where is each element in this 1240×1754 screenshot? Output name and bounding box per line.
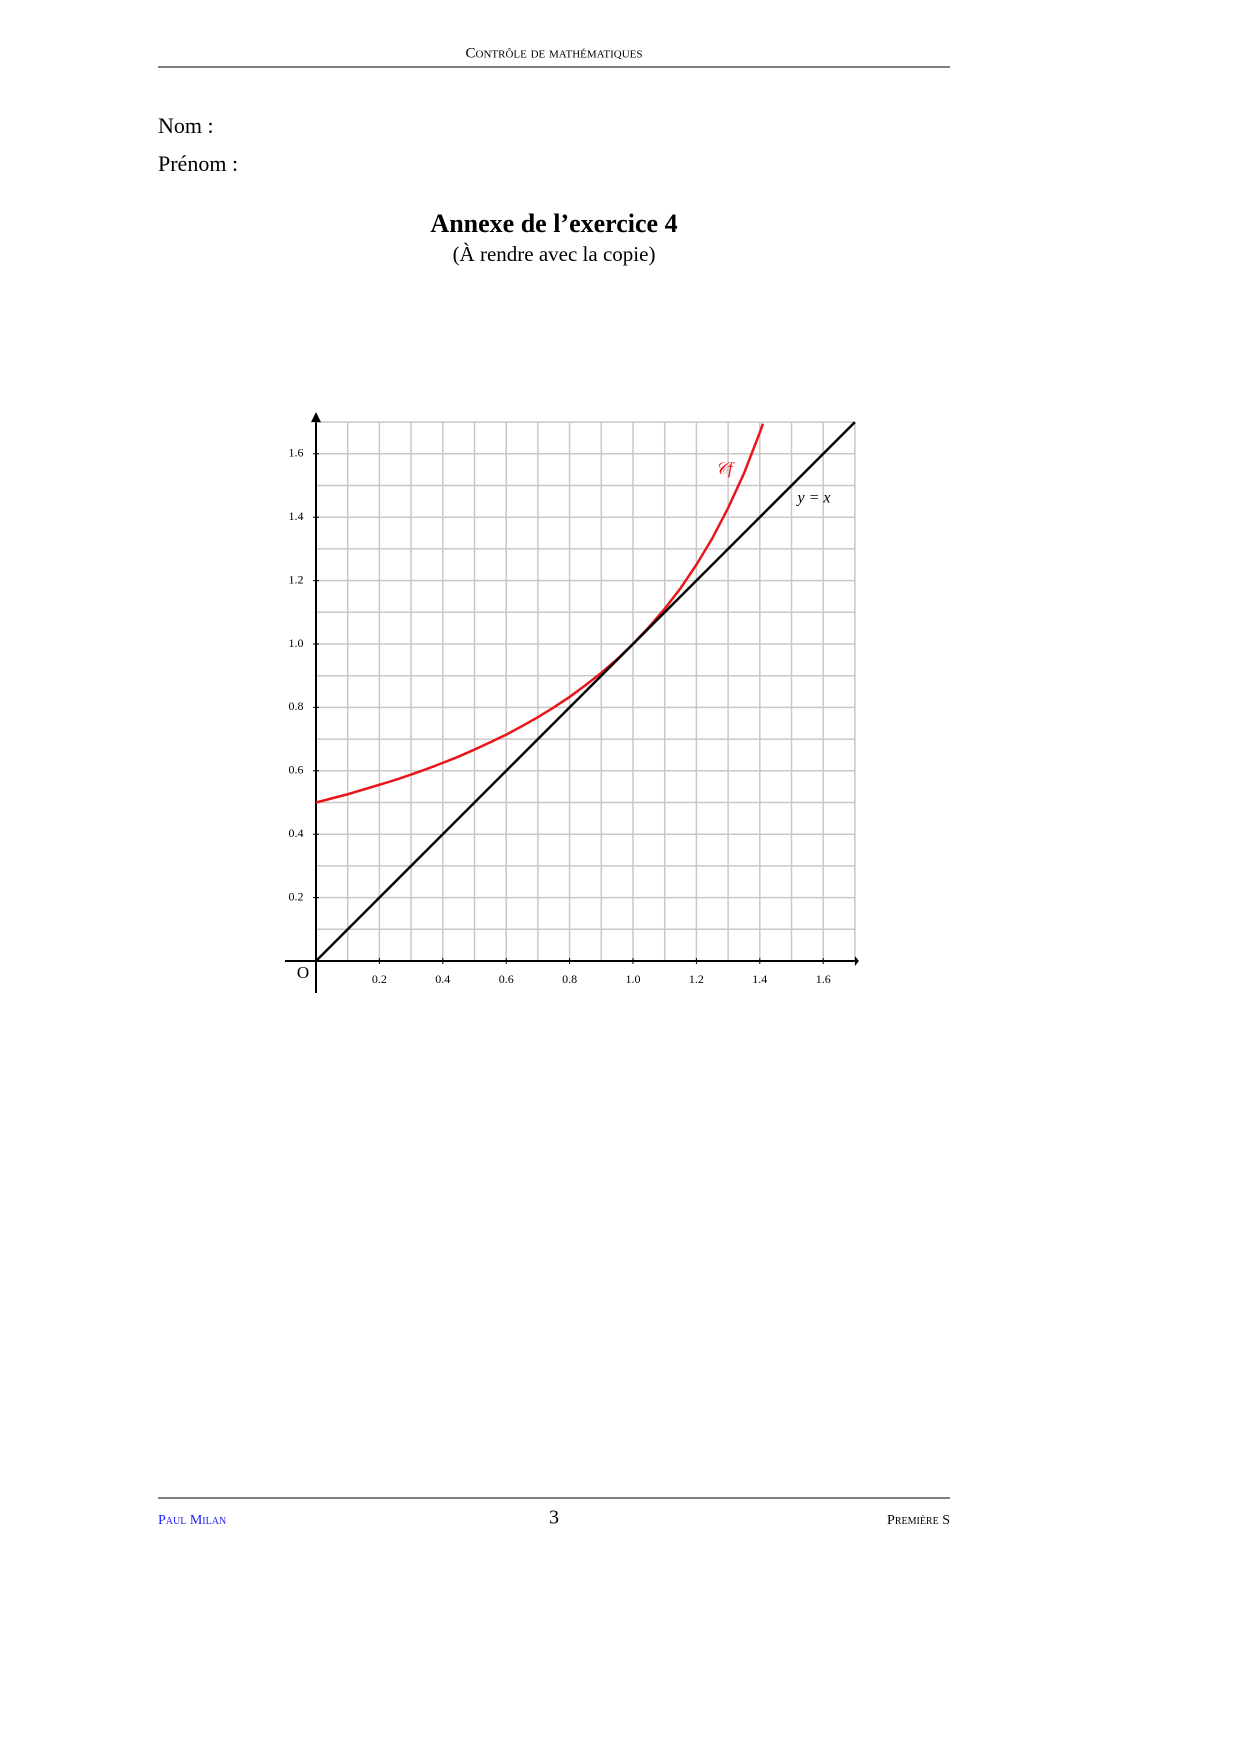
origin-label: O — [297, 963, 309, 982]
y-axis-arrow — [311, 412, 321, 423]
chart: O 0.2 0.4 0.6 0.8 1.0 1.2 1.4 1.6 0.2 0.4 0.6 0.8 1.0… — [285, 412, 859, 993]
footer-class: Première S — [887, 1513, 950, 1528]
field-label: Prénom : — [158, 151, 238, 176]
annex-title: Annexe de l’exercice 4 — [430, 209, 677, 238]
y-tick-label: 0.4 — [289, 826, 304, 840]
x-tick-label: 0.2 — [372, 972, 387, 986]
x-tick-label: 1.4 — [752, 972, 767, 986]
annex-subtitle: (À rendre avec la copie) — [453, 242, 656, 266]
y-tick-label: 0.8 — [289, 699, 304, 713]
y-tick-label: 1.6 — [289, 446, 304, 460]
x-axis-arrow — [854, 956, 859, 966]
x-tick-label: 1.2 — [689, 972, 704, 986]
footer-author: Paul Milan — [158, 1513, 226, 1528]
y-tick-label: 1.0 — [289, 636, 304, 650]
x-tick-label: 1.0 — [626, 972, 641, 986]
y-tick-label: 0.2 — [289, 889, 304, 903]
curve — [315, 423, 765, 804]
curve-label: y = x — [796, 490, 831, 507]
x-tick-label: 1.6 — [816, 972, 831, 986]
x-tick-label: 0.4 — [435, 972, 450, 986]
header-title: Contrôle de mathématiques — [466, 45, 643, 61]
x-tick-label: 0.8 — [562, 972, 577, 986]
field-label: Nom : — [158, 113, 214, 138]
curve-label: 𝒞f — [715, 459, 734, 478]
curve — [315, 421, 856, 962]
page-number: 3 — [549, 1507, 559, 1529]
y-tick-label: 1.4 — [289, 509, 304, 523]
y-tick-label: 1.2 — [289, 572, 304, 586]
x-tick-label: 0.6 — [499, 972, 514, 986]
y-tick-label: 0.6 — [289, 763, 304, 777]
